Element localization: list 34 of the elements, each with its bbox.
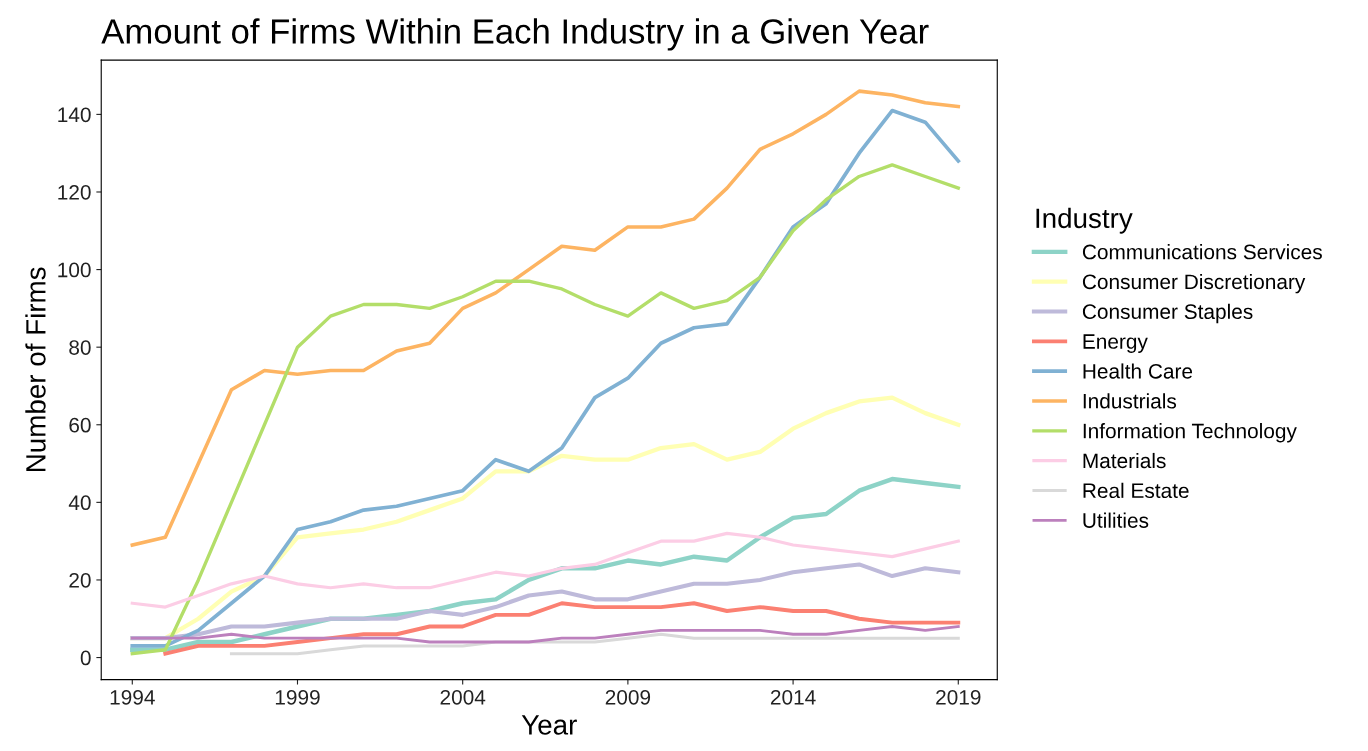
x-tick-label: 2009 bbox=[605, 689, 651, 705]
line-series bbox=[130, 531, 960, 609]
y-tick-label: 60 bbox=[69, 417, 91, 433]
legend-label: Consumer Discretionary bbox=[1082, 273, 1306, 294]
x-tick-label: 1999 bbox=[275, 689, 320, 705]
line-series bbox=[163, 601, 961, 656]
legend-label: Health Care bbox=[1083, 363, 1193, 379]
y-tick-label: 140 bbox=[58, 107, 91, 123]
x-axis-title: Year bbox=[521, 715, 577, 735]
x-tick-label: 2019 bbox=[936, 689, 981, 705]
line-series bbox=[229, 632, 960, 656]
chart-title: Amount of Firms Within Each Industry in a Given Year bbox=[101, 18, 929, 51]
x-tick-label: 2004 bbox=[440, 689, 486, 705]
legend-title: Industry bbox=[1036, 207, 1133, 234]
line-series bbox=[130, 625, 960, 644]
x-tick-label: 2014 bbox=[770, 689, 816, 705]
legend-label: Information Technology bbox=[1083, 423, 1297, 443]
legend-label: Utilities bbox=[1083, 512, 1149, 528]
y-tick-label: 0 bbox=[80, 650, 91, 666]
line-series bbox=[130, 562, 961, 641]
y-tick-label: 100 bbox=[58, 262, 91, 278]
legend-label: Consumer Staples bbox=[1082, 303, 1253, 324]
line-series bbox=[130, 89, 961, 547]
y-tick-label: 40 bbox=[68, 495, 91, 511]
y-axis-title: Number of Firms bbox=[25, 267, 46, 471]
y-tick-label: 80 bbox=[69, 340, 91, 355]
legend-label: Real Estate bbox=[1083, 482, 1189, 499]
legend-label: Materials bbox=[1083, 452, 1166, 469]
y-tick-label: 20 bbox=[69, 572, 91, 588]
legend-label: Industrials bbox=[1083, 393, 1177, 409]
legend-label: Communications Services bbox=[1082, 244, 1322, 260]
legend-label: Energy bbox=[1083, 334, 1148, 353]
y-tick-label: 120 bbox=[58, 184, 91, 200]
x-tick-label: 1994 bbox=[110, 689, 155, 705]
